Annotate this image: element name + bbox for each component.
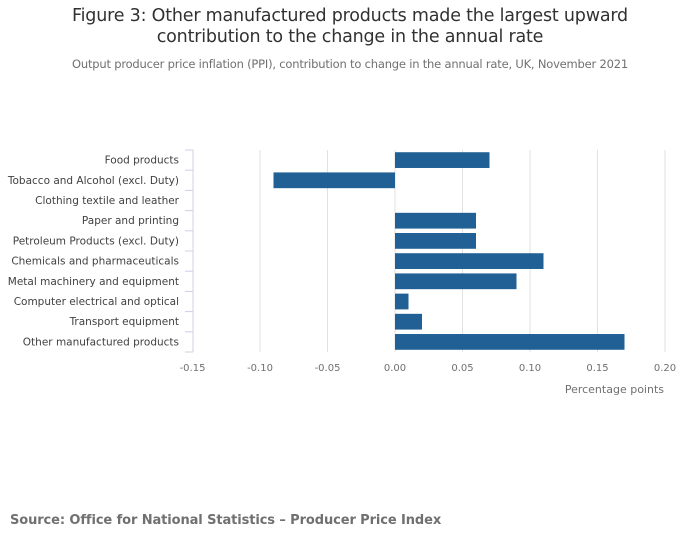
x-tick-label: -0.15	[180, 363, 206, 374]
y-axis: Food products Tobacco and Alcohol (excl. …	[7, 149, 194, 353]
category-label: Food products	[105, 155, 179, 167]
category-label: Other manufactured products	[23, 336, 179, 348]
category-label: Tobacco and Alcohol (excl. Duty)	[7, 175, 179, 187]
bar	[395, 253, 544, 269]
x-axis-title: Percentage points	[565, 383, 664, 396]
bar	[395, 293, 409, 310]
bar	[395, 273, 517, 290]
x-tick-label: -0.10	[247, 363, 273, 374]
chart-title-line-1: Figure 3: Other manufactured products ma…	[72, 6, 628, 26]
x-tick-label: 0.15	[586, 363, 608, 374]
bar	[395, 334, 625, 350]
x-tick-label: 0.05	[451, 363, 473, 374]
bar	[273, 172, 395, 189]
x-axis-tick-labels: -0.15 -0.10 -0.05 0.00 0.05 0.10 0.15 0.20	[180, 363, 677, 374]
category-label: Clothing textile and leather	[35, 195, 180, 207]
bars	[273, 152, 625, 350]
category-label: Paper and printing	[82, 215, 179, 227]
category-label: Transport equipment	[69, 316, 179, 328]
bar	[395, 233, 476, 249]
category-label: Computer electrical and optical	[14, 296, 179, 308]
x-tick-label: 0.00	[384, 363, 406, 374]
bar	[395, 212, 476, 229]
x-tick-label: 0.10	[519, 363, 541, 374]
chart-title: Figure 3: Other manufactured products ma…	[0, 6, 700, 48]
chart-subtitle: Output producer price inflation (PPI), c…	[72, 57, 628, 71]
bar	[395, 313, 422, 330]
chart-title-line-2: contribution to the change in the annual…	[156, 27, 544, 47]
category-label: Chemicals and pharmaceuticals	[11, 256, 179, 268]
bar	[395, 152, 490, 168]
source-note: Source: Office for National Statistics –…	[10, 513, 442, 528]
x-tick-label: -0.05	[315, 363, 341, 374]
x-tick-label: 0.20	[654, 363, 676, 374]
category-label: Petroleum Products (excl. Duty)	[13, 235, 179, 247]
category-label: Metal machinery and equipment	[8, 276, 179, 288]
